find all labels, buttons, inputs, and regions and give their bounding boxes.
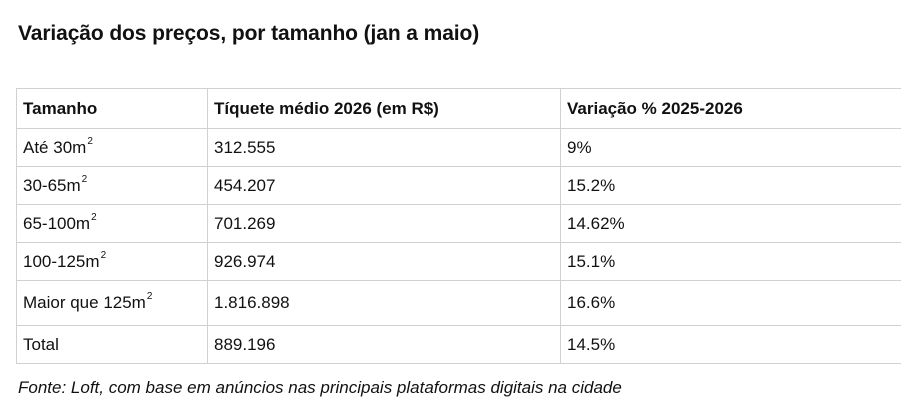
table-row: 100-125m2 926.974 15.1% — [16, 242, 901, 281]
size-label: Maior que 125m — [23, 293, 146, 312]
size-superscript: 2 — [81, 173, 88, 185]
cell-variation: 15.2% — [560, 166, 901, 205]
cell-ticket: 312.555 — [207, 128, 561, 167]
size-label: Total — [23, 334, 59, 354]
size-superscript: 2 — [91, 211, 97, 223]
column-header-ticket: Tíquete médio 2026 (em R$) — [207, 88, 561, 129]
table-row-total: Total 889.196 14.5% — [16, 325, 901, 364]
cell-ticket: 926.974 — [207, 242, 561, 281]
table-row: Maior que 125m2 1.816.898 16.6% — [16, 280, 901, 326]
table-row: 30-65m2 454.207 15.2% — [16, 166, 901, 205]
source-note: Fonte: Loft, com base em anúncios nas pr… — [18, 378, 622, 397]
table-row: Até 30m2 312.555 9% — [16, 128, 901, 167]
cell-size: 65-100m2 — [16, 204, 208, 243]
cell-size: Total — [16, 325, 208, 364]
cell-size: 100-125m2 — [16, 242, 208, 281]
price-variation-table: Tamanho Tíquete médio 2026 (em R$) Varia… — [16, 88, 901, 364]
size-label: 65-100m — [23, 213, 91, 233]
table-row: 65-100m2 701.269 14.62% — [16, 204, 901, 243]
size-label: 30-65m — [23, 175, 81, 195]
cell-variation: 16.6% — [560, 280, 901, 326]
cell-ticket: 889.196 — [207, 325, 561, 364]
cell-variation: 15.1% — [560, 242, 901, 281]
cell-ticket: 454.207 — [207, 166, 561, 205]
cell-variation: 14.5% — [560, 325, 901, 364]
cell-size: Até 30m2 — [16, 128, 208, 167]
size-label: 100-125m — [23, 251, 100, 271]
table-header-row: Tamanho Tíquete médio 2026 (em R$) Varia… — [16, 88, 901, 129]
cell-ticket: 1.816.898 — [207, 280, 561, 326]
page-title: Variação dos preços, por tamanho (jan a … — [18, 22, 480, 45]
cell-variation: 14.62% — [560, 204, 901, 243]
column-header-size: Tamanho — [16, 88, 208, 129]
size-superscript: 2 — [87, 135, 93, 147]
cell-size: Maior que 125m2 — [16, 280, 208, 326]
column-header-variation: Variação % 2025-2026 — [560, 88, 901, 129]
size-superscript: 2 — [100, 249, 107, 261]
cell-ticket: 701.269 — [207, 204, 561, 243]
cell-variation: 9% — [560, 128, 901, 167]
size-label: Até 30m — [23, 137, 87, 157]
size-superscript: 2 — [146, 291, 153, 302]
cell-size: 30-65m2 — [16, 166, 208, 205]
